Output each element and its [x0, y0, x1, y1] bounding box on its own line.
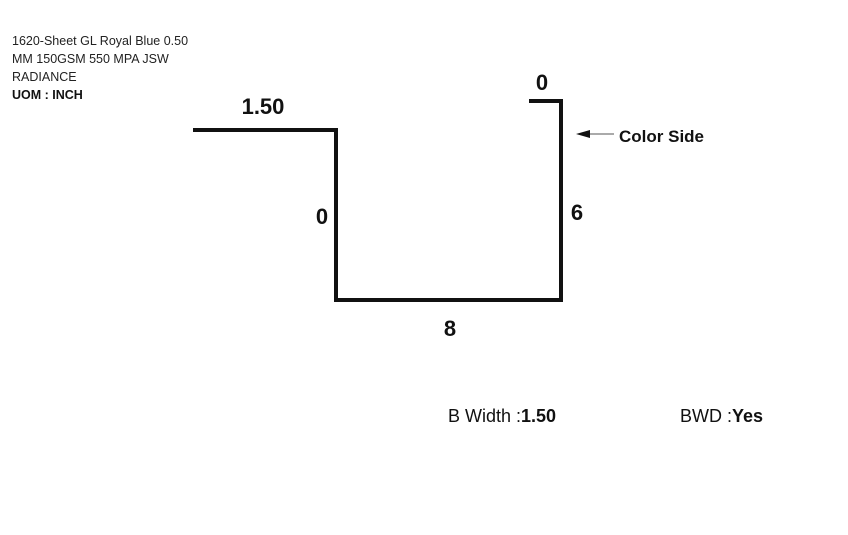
dim-left-wall: 0 — [316, 204, 328, 229]
bwd-value: Yes — [732, 406, 764, 426]
color-side-arrow-icon — [576, 130, 590, 138]
color-side-label: Color Side — [619, 127, 704, 146]
profile-line — [193, 99, 563, 302]
spec-line-3: RADIANCE — [12, 70, 77, 84]
spec-line-2: MM 150GSM 550 MPA JSW — [12, 52, 169, 66]
spec-line-1: 1620-Sheet GL Royal Blue 0.50 — [12, 34, 189, 48]
b-width: B Width :1.50 — [448, 406, 556, 427]
dim-top-right-flange: 0 — [536, 70, 548, 95]
dim-bottom: 8 — [444, 316, 456, 341]
dim-top-left-flange: 1.50 — [242, 94, 285, 119]
dim-right-wall: 6 — [571, 200, 583, 225]
uom-label: UOM : INCH — [12, 88, 83, 102]
bwd-label: BWD : — [680, 406, 732, 426]
material-spec: 1620-Sheet GL Royal Blue 0.50 MM 150GSM … — [12, 32, 212, 104]
color-side-indicator: Color Side — [576, 127, 704, 146]
bwd: BWD :Yes — [680, 406, 763, 427]
b-width-value: 1.50 — [521, 406, 557, 426]
b-width-label: B Width : — [448, 406, 522, 426]
